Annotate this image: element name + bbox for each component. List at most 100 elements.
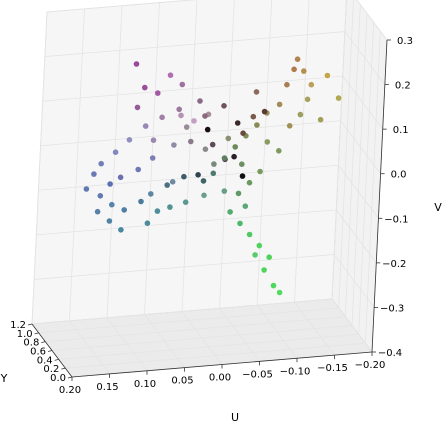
grid-y-right (331, 0, 347, 300)
data-point (109, 201, 115, 208)
data-point (291, 66, 297, 73)
data-point (142, 123, 149, 129)
grid-u-back (256, 0, 273, 306)
grid-v-back (38, 164, 339, 191)
data-point (167, 72, 174, 78)
data-point (232, 144, 238, 150)
data-point (178, 112, 184, 119)
data-point (117, 174, 124, 181)
grid-y-floor (65, 342, 366, 369)
data-point (304, 96, 311, 103)
data-point (201, 192, 207, 199)
data-point (195, 172, 201, 178)
y-tick-label: 0.4 (37, 355, 53, 366)
data-point (250, 113, 257, 120)
grid-v-back (46, 0, 196, 13)
data-point (91, 171, 97, 177)
y-tick-label: 0.8 (23, 338, 39, 349)
z-tick-label: 0.1 (393, 125, 409, 136)
data-point (246, 231, 253, 238)
data-point (121, 207, 127, 213)
data-point (118, 227, 124, 233)
grid-y-right (364, 31, 381, 344)
data-point (237, 220, 243, 227)
grid-u-back (31, 11, 48, 325)
data-point (257, 168, 263, 175)
data-point (211, 161, 217, 167)
data-point (202, 113, 208, 119)
y-tick-label: 1.2 (10, 320, 26, 331)
y-tick-mark (41, 341, 46, 344)
data-point (209, 141, 216, 148)
data-point (126, 137, 133, 143)
data-point (261, 108, 268, 115)
x-tick-label: 0.05 (171, 376, 193, 387)
data-point (246, 179, 253, 186)
data-point (188, 138, 194, 145)
grid-v-back (42, 75, 343, 102)
y-tick-mark (34, 332, 39, 335)
data-point (149, 155, 156, 161)
data-point (276, 101, 283, 108)
grid-u-back (69, 8, 85, 321)
data-point (135, 166, 141, 173)
data-point (239, 161, 245, 167)
grid-u-back (181, 0, 198, 312)
data-point (176, 106, 182, 113)
data-point (97, 193, 104, 199)
data-point (202, 146, 209, 152)
x-tick-labels: 0.20 0.15 0.10 0.05 0.00 −0.05 −0.10 −0.15 −0.20 (59, 360, 385, 396)
data-point (154, 208, 161, 214)
z-tick-labels: 0.3 0.2 0.1 0.0 −0.1 −0.2 −0.3 −0.4 (378, 36, 413, 359)
x-tick-label: −0.20 (355, 360, 386, 371)
data-point (133, 61, 140, 67)
data-point (98, 160, 104, 167)
data-point (155, 90, 161, 96)
x-tick-label: −0.10 (280, 366, 311, 377)
data-point (148, 191, 154, 197)
data-point (181, 173, 187, 180)
grid-u-back (294, 0, 310, 303)
y-tick-label: 0.2 (43, 364, 59, 375)
data-point (112, 149, 119, 155)
data-point (324, 72, 331, 79)
data-point (294, 56, 301, 62)
data-point (235, 190, 242, 197)
y-tick-label: 0.0 (50, 373, 66, 384)
axis-lines (27, 39, 391, 381)
data-point (150, 137, 157, 143)
data-point (261, 267, 267, 273)
z-axis-label: V (434, 201, 442, 214)
z-tick-label: 0.0 (391, 170, 407, 181)
y-tick-mark (47, 350, 53, 352)
data-point (167, 204, 173, 210)
data-point (138, 198, 144, 205)
x-axis-label: U (231, 411, 239, 422)
z-tick-label: −0.3 (380, 303, 404, 314)
x-tick-label: 0.00 (209, 373, 231, 384)
data-point (253, 89, 260, 95)
z-tick-label: −0.1 (384, 214, 408, 225)
data-point (183, 124, 190, 130)
data-points (83, 56, 342, 296)
z-tick-label: 0.3 (397, 36, 413, 47)
x-tick-label: 0.15 (96, 382, 118, 393)
grid-lines (31, 0, 388, 378)
data-point (242, 203, 249, 209)
y-tick-label: 0.6 (30, 347, 46, 358)
z-axis-line (371, 39, 388, 353)
data-point (182, 199, 189, 205)
data-point (264, 139, 271, 145)
x-tick-label: 0.20 (59, 385, 81, 396)
data-point (276, 148, 282, 154)
data-point (231, 153, 237, 160)
grid-v-back (34, 254, 335, 280)
z-tick-label: −0.4 (378, 348, 402, 359)
data-point (234, 120, 241, 126)
data-point (227, 209, 233, 215)
data-point (142, 84, 148, 91)
data-point (164, 182, 170, 188)
data-point (169, 179, 176, 185)
grid-y-right (338, 0, 354, 308)
